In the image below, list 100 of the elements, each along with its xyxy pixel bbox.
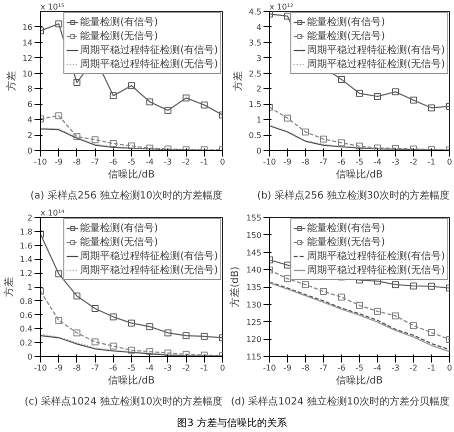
x-tick-label: 0 [446,364,452,372]
y-tick-label: 1 [256,116,262,125]
y-tick-label: 125 [246,318,262,327]
y-tick-label: 6 [27,100,33,110]
legend-label: 能量检测(有信号) [80,222,158,235]
x-tick-label: -7 [320,158,328,166]
y-tick-label: 120 [246,335,262,344]
x-tick-label: -2 [182,158,190,166]
y-tick-label: 0 [27,352,33,362]
x-tick-label: -10 [34,364,48,372]
y-tick-label: 8 [27,84,33,94]
legend-label: 能量检测(无信号) [80,236,158,249]
x-axis-title: 信噪比/dB [108,168,155,180]
text: x 10¹⁴ [40,208,64,218]
legend-label: 能量检测(无信号) [307,236,385,249]
x-tick-label: -6 [109,158,118,166]
x-tick-label: -6 [109,364,118,372]
y-tick-label: 0.5 [248,131,262,140]
x-tick-label: -1 [200,158,208,166]
x-tick-label: -3 [164,158,172,166]
annotation: x 10¹² [270,2,294,12]
text: (d) 采样点1024 独立检测10次时的方差分贝幅度 [230,396,450,408]
x-tick-label: -7 [91,158,100,166]
x-tick-label: -6 [338,158,346,166]
y-tick-label: 0 [256,146,262,156]
y-tick-label: 115 [246,352,262,362]
x-tick-label: -5 [356,158,364,166]
x-tick-label: -10 [34,158,48,166]
x-tick-label: -4 [374,158,382,166]
y-tick-label: 0.4 [20,324,33,334]
legend-label: 能量检测(有信号) [307,222,385,235]
y-tick-label: 0.6 [20,310,33,320]
x-tick-label: -2 [410,364,418,372]
y-tick-label: 2 [27,214,33,222]
annotation: x 10¹⁵ [40,2,64,12]
x-axis-title: 信噪比/dB [336,374,383,386]
y-tick-label: 2 [27,131,33,140]
x-tick-label: -8 [72,364,81,372]
legend-label: 能量检测(有信号) [80,16,158,29]
legend-label: 能量检测(有信号) [307,16,385,29]
y-tick-label: 1.8 [20,227,33,236]
y-tick-label: 12 [22,54,33,63]
legend-label: 能量检测(无信号) [80,30,158,43]
y-tick-label: 1.2 [20,269,33,278]
x-tick-label: -3 [164,364,172,372]
y-tick-label: 155 [246,214,262,222]
y-tick-label: 1.4 [20,255,33,264]
y-tick-label: 3.5 [248,38,262,48]
text: (c) 采样点1024 独立检测10次时的方差幅度 [24,396,223,408]
y-tick-label: 3 [256,54,262,63]
x-tick-label: -8 [72,158,81,166]
y-tick-label: 4 [27,116,33,125]
y-tick-label: 0 [27,146,33,156]
y-tick-label: 2 [256,84,262,94]
x-tick-label: -7 [91,364,100,372]
y-tick-label: 150 [246,230,262,240]
y-axis-title: 方差 [2,277,15,297]
x-axis-title: 信噪比/dB [336,168,383,180]
x-tick-label: -3 [392,158,400,166]
x-tick-label: -5 [128,364,136,372]
y-tick-label: 130 [246,300,262,310]
y-axis-title: 方差(dB) [229,266,242,308]
text: (a) 采样点256 独立检测10次时的方差幅度 [30,190,223,202]
y-tick-label: 4.5 [248,8,262,16]
x-tick-label: -10 [262,158,276,166]
x-tick-label: -2 [410,158,418,166]
y-tick-label: 140 [246,266,262,275]
x-tick-label: -6 [338,364,346,372]
legend-label: 周期平稳过程特征检测(有信号) [307,250,445,263]
y-axis-title: 方差 [5,71,18,91]
y-tick-label: 16 [22,22,33,32]
x-tick-label: 0 [446,158,452,166]
x-tick-label: -1 [428,158,436,166]
y-tick-label: 0.8 [20,296,33,306]
x-tick-label: -1 [428,364,436,372]
x-tick-label: -9 [54,364,63,372]
legend-label: 周期平稳过程特征检测(无信号) [80,264,218,277]
y-tick-label: 145 [246,248,262,258]
x-tick-label: -10 [262,364,276,372]
y-tick-label: 0.2 [20,338,33,348]
y-tick-label: 14 [22,38,33,48]
legend-label: 周期平稳过程特征检测(有信号) [80,44,218,57]
x-tick-label: -9 [284,158,292,166]
x-tick-label: -2 [182,364,190,372]
x-tick-label: -5 [356,364,364,372]
legend-label: 周期平稳过程特征检测(无信号) [307,58,445,71]
x-tick-label: -8 [302,158,310,166]
x-tick-label: -9 [54,158,63,166]
x-tick-label: -4 [146,158,154,166]
y-tick-label: 10 [22,69,33,78]
x-tick-label: -3 [392,364,400,372]
x-tick-label: -4 [146,364,154,372]
text: (b) 采样点256 独立检测30次时的方差幅度 [257,190,450,202]
caption: 图3 方差与信噪比的关系 [177,417,287,431]
x-tick-label: -9 [284,364,292,372]
x-tick-label: 0 [220,158,226,166]
legend-label: 周期平稳过程特征检测(有信号) [80,250,218,263]
x-tick-label: 0 [220,364,226,372]
y-tick-label: 4 [256,22,262,32]
y-axis-title: 方差 [232,71,244,91]
